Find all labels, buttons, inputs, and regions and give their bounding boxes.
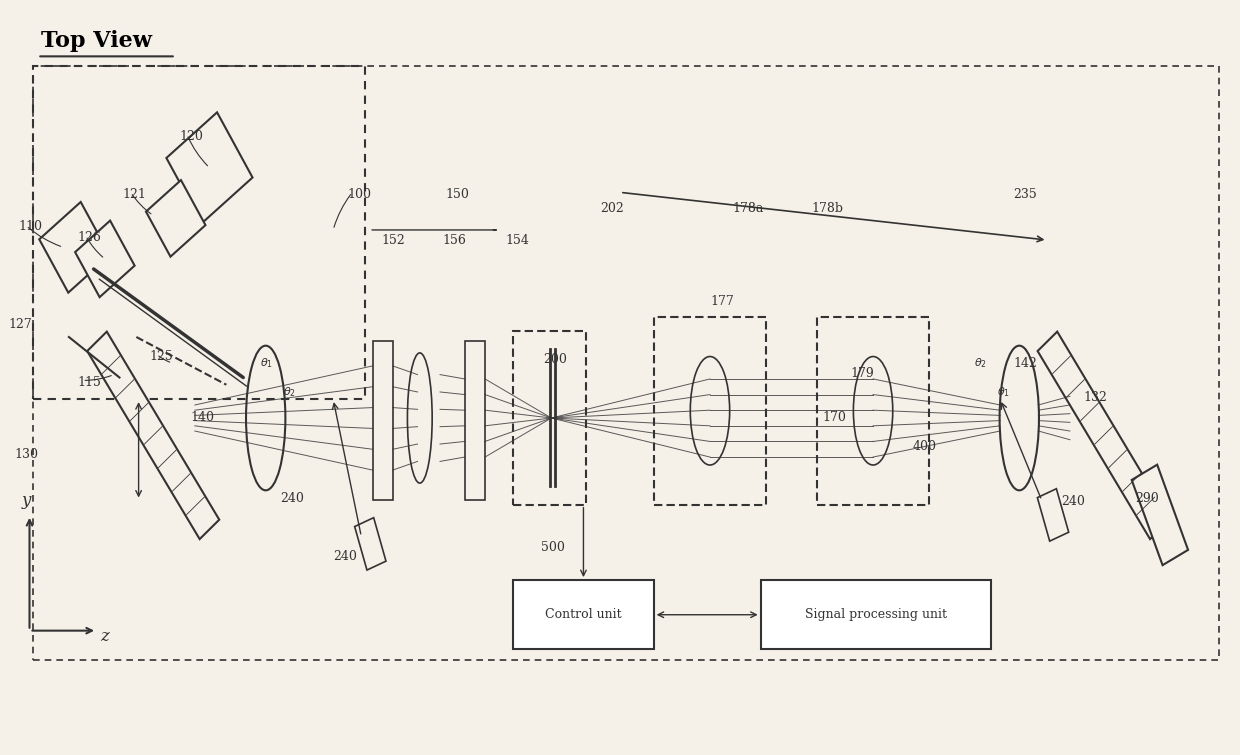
Text: y: y	[21, 492, 31, 509]
Polygon shape	[1132, 464, 1188, 565]
Text: 126: 126	[78, 232, 102, 245]
Text: 115: 115	[78, 376, 102, 389]
FancyBboxPatch shape	[513, 580, 653, 649]
Polygon shape	[76, 220, 135, 297]
Text: 200: 200	[543, 353, 568, 366]
Text: 240: 240	[280, 492, 304, 505]
Text: Signal processing unit: Signal processing unit	[805, 609, 947, 621]
Text: $\theta_2$: $\theta_2$	[975, 356, 987, 370]
Text: 125: 125	[150, 350, 174, 363]
Text: 120: 120	[179, 130, 203, 143]
Text: $\theta_1$: $\theta_1$	[260, 356, 273, 370]
Polygon shape	[1038, 488, 1069, 541]
Text: 500: 500	[542, 541, 565, 554]
Text: 121: 121	[123, 188, 146, 201]
Text: 130: 130	[15, 448, 38, 461]
Text: Control unit: Control unit	[546, 609, 621, 621]
Text: 152: 152	[382, 234, 405, 248]
Text: 202: 202	[600, 202, 624, 215]
Polygon shape	[1038, 331, 1169, 539]
Text: 127: 127	[9, 318, 32, 331]
FancyBboxPatch shape	[760, 580, 991, 649]
Polygon shape	[146, 180, 206, 257]
Text: $\theta_2$: $\theta_2$	[283, 385, 295, 399]
Text: 178b: 178b	[811, 202, 843, 215]
Text: Top View: Top View	[41, 30, 151, 52]
Text: 150: 150	[445, 188, 470, 201]
Text: 290: 290	[1135, 492, 1159, 505]
Text: 400: 400	[913, 439, 936, 453]
Text: 178a: 178a	[733, 202, 764, 215]
Polygon shape	[40, 202, 110, 293]
Text: z: z	[100, 627, 109, 645]
Text: 179: 179	[851, 368, 874, 381]
Text: 235: 235	[1013, 188, 1038, 201]
Text: $\theta_1$: $\theta_1$	[997, 385, 1009, 399]
Text: 240: 240	[334, 550, 357, 562]
Polygon shape	[87, 331, 219, 539]
Text: 170: 170	[822, 411, 847, 424]
Text: 156: 156	[443, 234, 466, 248]
Text: 240: 240	[1061, 495, 1085, 508]
Polygon shape	[166, 112, 253, 223]
Text: 154: 154	[505, 234, 529, 248]
Text: 142: 142	[1013, 357, 1038, 370]
Text: 177: 177	[711, 295, 734, 308]
Text: 100: 100	[347, 188, 372, 201]
Polygon shape	[355, 518, 386, 570]
Text: 132: 132	[1084, 390, 1107, 403]
Text: 110: 110	[19, 220, 42, 233]
Text: 140: 140	[191, 411, 215, 424]
